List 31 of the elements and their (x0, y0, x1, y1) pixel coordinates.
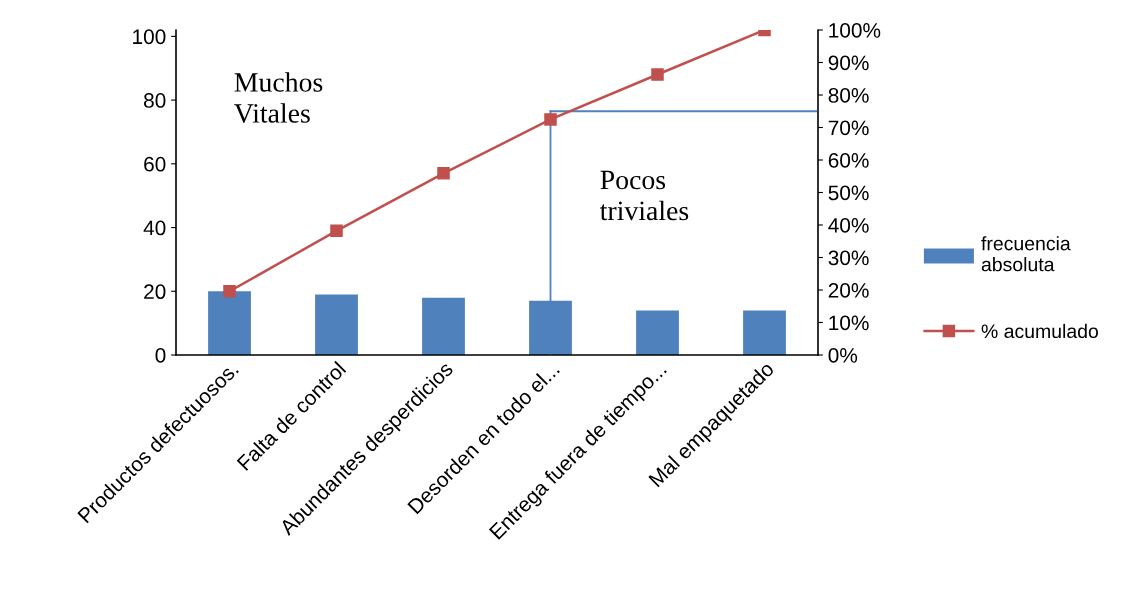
bar (636, 310, 679, 355)
y2-tick-label: 70% (828, 120, 869, 136)
point (223, 285, 236, 298)
y2-tick-label: 60% (828, 153, 869, 168)
legend-label: % acumulado (981, 323, 1098, 339)
y2-tick-label: 0% (828, 348, 858, 363)
point (651, 68, 664, 81)
annotation: Pocos triviales (599, 170, 689, 221)
point (437, 167, 450, 180)
y-tick-label: 20 (144, 284, 166, 300)
y2-tick-label: 10% (829, 315, 869, 331)
y-tick-label: 0 (155, 348, 166, 363)
y-tick-label: 40 (143, 220, 166, 236)
y2-tick-label: 50% (828, 185, 869, 201)
y2-tick-label: 20% (828, 283, 869, 298)
bar (743, 310, 786, 355)
y2-tick-label: 90% (828, 55, 869, 71)
y-tick-label: 100 (133, 29, 166, 45)
bar (208, 291, 251, 355)
y2-tick-label: 40% (828, 218, 869, 233)
y2-tick-label: 100% (829, 23, 881, 38)
y-tick-label: 60 (144, 156, 166, 172)
legend-label: frecuencia absoluta (981, 236, 1071, 272)
bar (315, 294, 358, 355)
point (544, 113, 557, 126)
annotation: Muchos Vitales (234, 72, 323, 123)
y-tick-label: 80 (144, 93, 166, 108)
y2-tick-label: 30% (828, 250, 869, 266)
bar (422, 297, 465, 355)
y2-tick-label: 80% (828, 88, 869, 103)
point (330, 224, 343, 238)
